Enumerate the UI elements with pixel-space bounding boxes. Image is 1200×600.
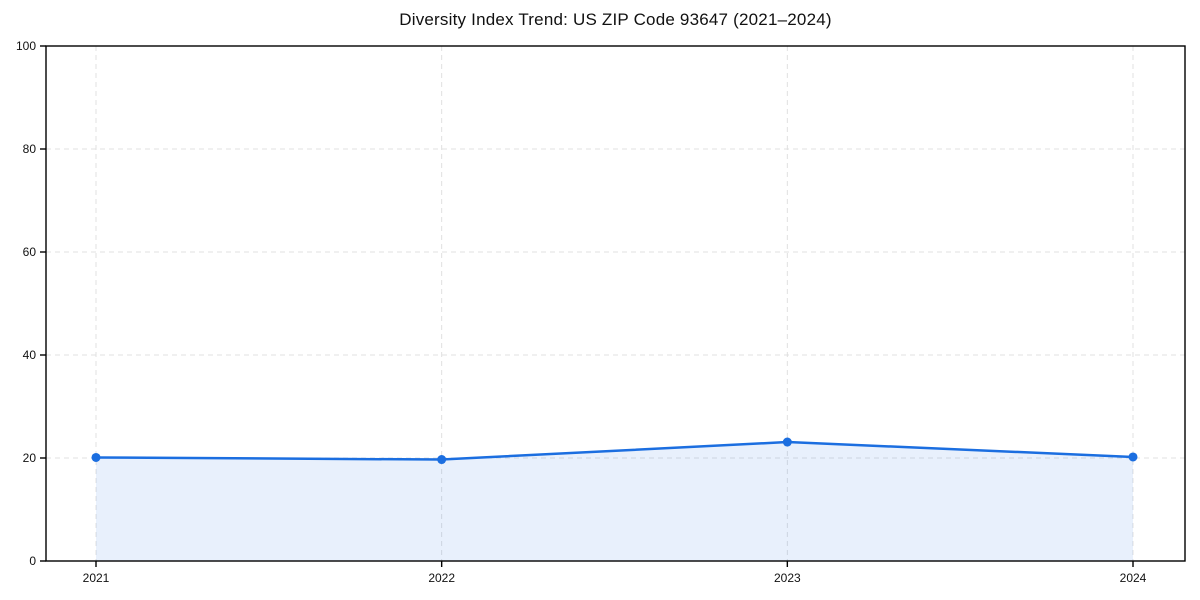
y-tick-label: 20 bbox=[23, 451, 37, 465]
y-tick-label: 100 bbox=[16, 39, 36, 53]
data-point bbox=[437, 455, 447, 465]
x-tick-label: 2021 bbox=[83, 571, 110, 585]
y-tick-label: 80 bbox=[23, 142, 37, 156]
trend-line bbox=[94, 440, 1135, 461]
plot-border bbox=[45, 45, 1186, 562]
y-tick-label: 0 bbox=[29, 554, 36, 568]
data-point bbox=[91, 452, 101, 462]
data-point bbox=[1128, 452, 1138, 462]
x-tick-label: 2024 bbox=[1120, 571, 1147, 585]
data-point bbox=[782, 437, 792, 447]
chart-title: Diversity Index Trend: US ZIP Code 93647… bbox=[399, 10, 832, 29]
y-tick-label: 60 bbox=[23, 245, 37, 259]
x-tick-label: 2023 bbox=[774, 571, 801, 585]
y-tick-label: 40 bbox=[23, 348, 37, 362]
area-fill bbox=[96, 442, 1133, 561]
x-tick-label: 2022 bbox=[428, 571, 455, 585]
